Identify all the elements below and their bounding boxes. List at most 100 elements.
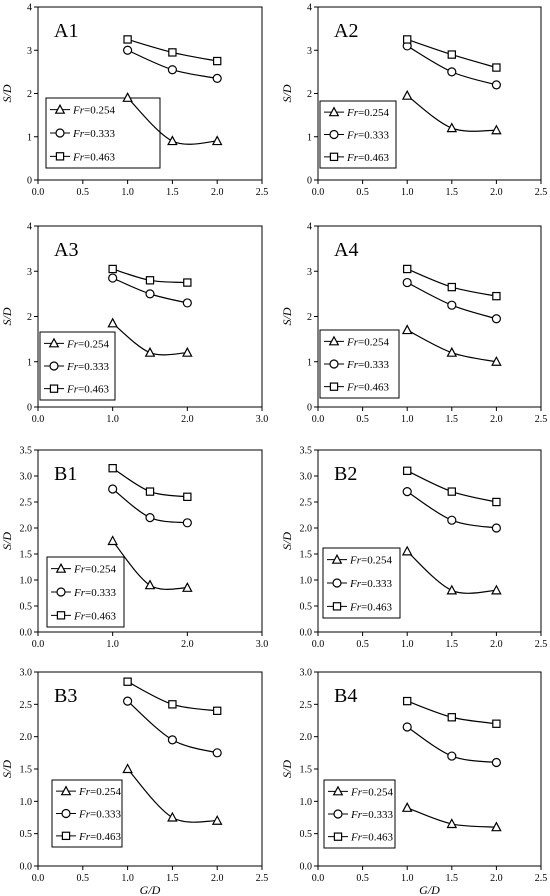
legend-value: =0.463	[358, 382, 389, 394]
legend-label: Fr=0.254	[72, 105, 115, 117]
data-point-triangle	[446, 584, 458, 595]
x-tick-label: 2.0	[490, 639, 503, 650]
x-axis-label: G/D	[419, 883, 440, 896]
y-tick-label: 0.5	[300, 829, 313, 840]
x-tick-label: 3.0	[256, 639, 269, 650]
legend-label: Fr=0.463	[346, 152, 389, 164]
legend-label: Fr=0.254	[346, 336, 389, 348]
legend-value: =0.254	[358, 107, 389, 119]
y-tick-label: 1	[27, 357, 32, 368]
data-point-circle	[491, 80, 501, 90]
data-point-square	[492, 63, 501, 72]
y-tick-label: 0	[27, 176, 32, 187]
legend-marker-circle	[55, 128, 65, 138]
data-point-square	[492, 719, 501, 728]
legend-variable: Fr	[73, 587, 86, 599]
chart-panel-a2: 0.0 0.5 1.0 1.5 2.0 2.501234S/DA2Fr=0.254Fr=0…	[280, 3, 547, 199]
panel-title: B1	[54, 463, 77, 485]
x-tick-label: 0.5	[77, 873, 90, 884]
data-point-triangle	[401, 545, 413, 556]
legend-value: =0.463	[85, 610, 116, 622]
series-line-square	[406, 268, 497, 297]
legend-variable: Fr	[346, 359, 359, 371]
y-tick-label: 1	[307, 357, 312, 368]
data-point-circle	[212, 73, 222, 83]
y-axis-label: S/D	[280, 760, 294, 778]
data-point-triangle	[167, 811, 178, 822]
panel-title: A4	[334, 239, 358, 261]
data-point-square	[145, 276, 155, 285]
y-tick-label: 1.0	[300, 576, 313, 587]
x-tick-label: 1.0	[121, 187, 134, 198]
data-point-square	[213, 706, 222, 716]
x-tick-label: 2.0	[211, 873, 224, 884]
x-tick-label: 2.5	[256, 873, 269, 884]
y-tick-label: 1.0	[20, 576, 33, 587]
y-tick-label: 2	[307, 89, 312, 100]
legend-label: Fr=0.333	[73, 587, 116, 599]
x-tick-label: 2.0	[490, 187, 503, 198]
y-axis-label: S/D	[280, 84, 294, 102]
x-tick-label: 2.0	[181, 414, 194, 425]
legend-marker-square	[332, 602, 342, 611]
legend-value: =0.254	[358, 336, 389, 348]
x-tick-label: 0.5	[356, 639, 369, 650]
legend-variable: Fr	[78, 786, 91, 798]
data-point-triangle	[491, 584, 502, 595]
legend-label: Fr=0.333	[349, 578, 392, 590]
data-point-circle	[402, 722, 412, 732]
legend-value: =0.333	[361, 578, 392, 590]
data-point-square	[403, 264, 412, 274]
data-point-triangle	[446, 346, 458, 357]
legend-value: =0.463	[358, 152, 389, 164]
y-tick-label: 0.0	[300, 628, 313, 639]
y-axis-label: S/D	[280, 532, 294, 550]
data-point-circle	[145, 289, 155, 299]
legend-marker-square	[61, 831, 71, 841]
legend-value: =0.254	[90, 786, 121, 798]
legend-variable: Fr	[66, 338, 79, 350]
y-tick-label: 1	[27, 132, 32, 143]
legend-marker-square	[55, 152, 65, 161]
legend-value: =0.333	[358, 359, 389, 371]
legend-value: =0.333	[362, 809, 393, 821]
y-tick-label: 1.5	[300, 550, 313, 561]
data-point-circle	[145, 512, 155, 523]
y-tick-label: 4	[307, 3, 312, 14]
legend-variable: Fr	[349, 555, 362, 567]
legend-variable: Fr	[350, 832, 363, 844]
y-tick-label: 4	[27, 3, 32, 14]
x-tick-label: 2.0	[211, 187, 224, 198]
data-point-square	[123, 35, 132, 44]
y-tick-label: 2.5	[300, 700, 313, 711]
y-axis-label: S/D	[0, 760, 14, 778]
y-tick-label: 3.0	[300, 668, 313, 679]
data-point-square	[492, 291, 501, 301]
x-tick-label: 2.5	[535, 414, 548, 425]
legend-value: =0.333	[84, 128, 115, 140]
y-tick-label: 2.5	[20, 700, 33, 711]
y-tick-label: 0.0	[20, 862, 33, 873]
data-point-circle	[122, 696, 133, 706]
chart-panel-a4: 0.0 0.5 1.0 1.5 2.0 2.501234S/DA4Fr=0.254Fr=0…	[280, 222, 547, 426]
x-tick-label: 0.0	[32, 873, 45, 884]
panel-title: A3	[54, 239, 78, 261]
legend-marker-triangle	[328, 335, 340, 346]
data-point-triangle	[122, 92, 133, 102]
data-point-square	[108, 264, 117, 274]
data-point-triangle	[446, 818, 458, 829]
legend-label: Fr=0.254	[350, 786, 393, 798]
legend-marker-circle	[329, 359, 339, 369]
legend-marker-square	[329, 152, 339, 162]
legend-variable: Fr	[78, 831, 91, 843]
data-point-circle	[182, 298, 192, 308]
panel-title: B2	[334, 463, 357, 485]
y-tick-label: 2.0	[20, 524, 33, 535]
panel-title: B3	[54, 685, 77, 707]
data-point-triangle	[107, 317, 118, 328]
x-axis-label: G/D	[140, 883, 161, 896]
x-tick-label: 1.5	[166, 187, 179, 198]
x-tick-label: 0.0	[32, 414, 45, 425]
legend-marker-triangle	[332, 785, 344, 796]
